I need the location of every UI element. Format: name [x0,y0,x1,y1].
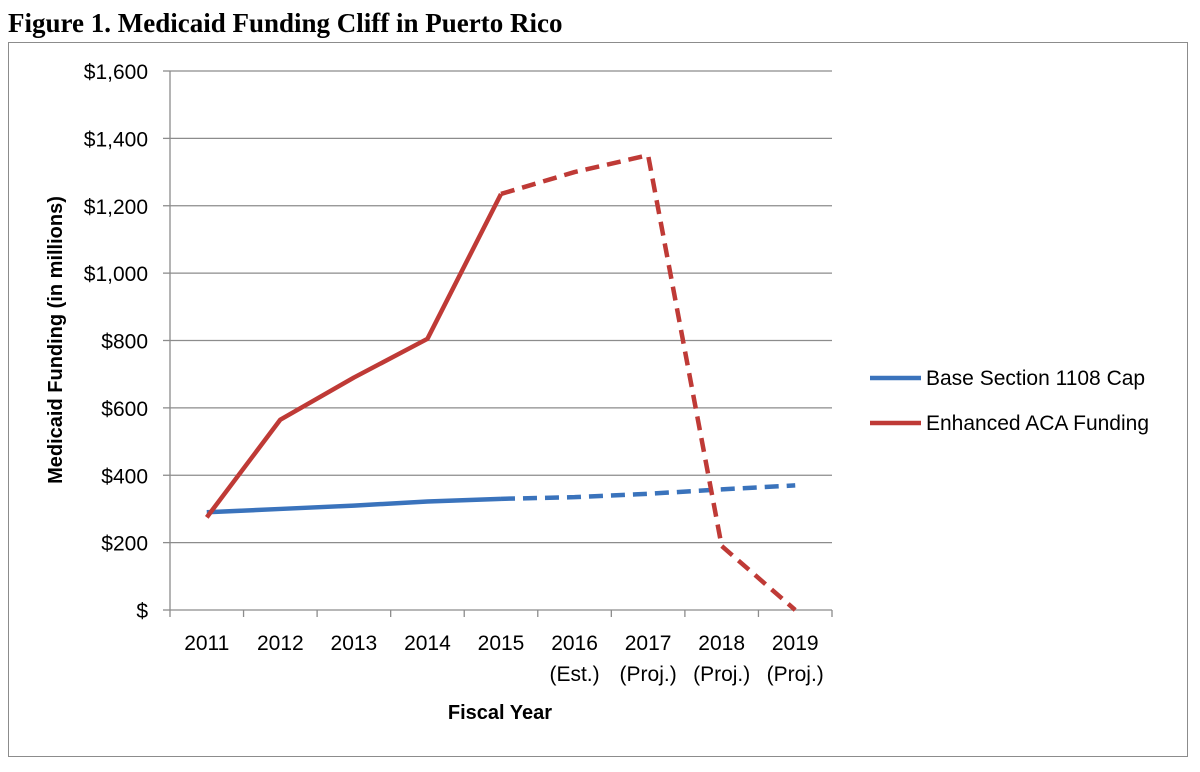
y-tick-label: $1,400 [84,128,148,151]
x-tick-label: 2017 [625,632,672,655]
y-tick-label: $800 [101,331,148,354]
y-tick-label: $400 [101,465,148,488]
figure-title: Figure 1. Medicaid Funding Cliff in Puer… [8,8,563,38]
series-line-dashed-0 [500,483,796,502]
x-axis-title: Fiscal Year [448,702,552,724]
x-tick-label: (Proj.) [693,663,750,686]
gridlines [170,70,832,544]
legend-label-1: Enhanced ACA Funding [926,412,1149,435]
legend-label-0: Base Section 1108 Cap [926,367,1145,390]
y-tick-label: $ [136,600,148,623]
x-tick-label: (Proj.) [620,663,677,686]
legend: Base Section 1108 Cap Enhanced ACA Fundin… [870,367,1149,435]
chart-frame [8,42,1188,757]
y-tick-label: $1,600 [84,61,148,84]
series-lines [204,152,797,612]
series-line-solid-1 [204,192,504,519]
x-tick-label: 2019 [772,632,819,655]
y-axis-tick-labels: $ $200 $400 $600 $800 $1,000 $1,200 $1,400 $1,60… [84,61,149,623]
y-tick-label: $600 [101,398,148,421]
y-tick-label: $1,000 [84,263,148,286]
x-tick-label: 2018 [698,632,745,655]
x-tick-label: 2013 [331,632,378,655]
x-tick-label: 2014 [404,632,451,655]
x-tick-label: 2011 [184,632,229,655]
y-tick-label: $1,200 [84,196,148,219]
x-tick-label: (Est.) [549,663,599,686]
series-line-dashed-1 [500,152,797,612]
x-tick-label: 2015 [478,632,525,655]
y-axis-title: Medicaid Funding (in millions) [45,196,67,484]
axes [163,70,833,617]
x-tick-label: (Proj.) [767,663,824,686]
y-tick-label: $200 [101,533,148,556]
x-tick-label: 2016 [551,632,598,655]
x-tick-label: 2012 [257,632,304,655]
x-axis-tick-labels: 2011 2012 2013 2014 2015 2016 (Est.) 2017 (Proj.… [184,632,824,686]
